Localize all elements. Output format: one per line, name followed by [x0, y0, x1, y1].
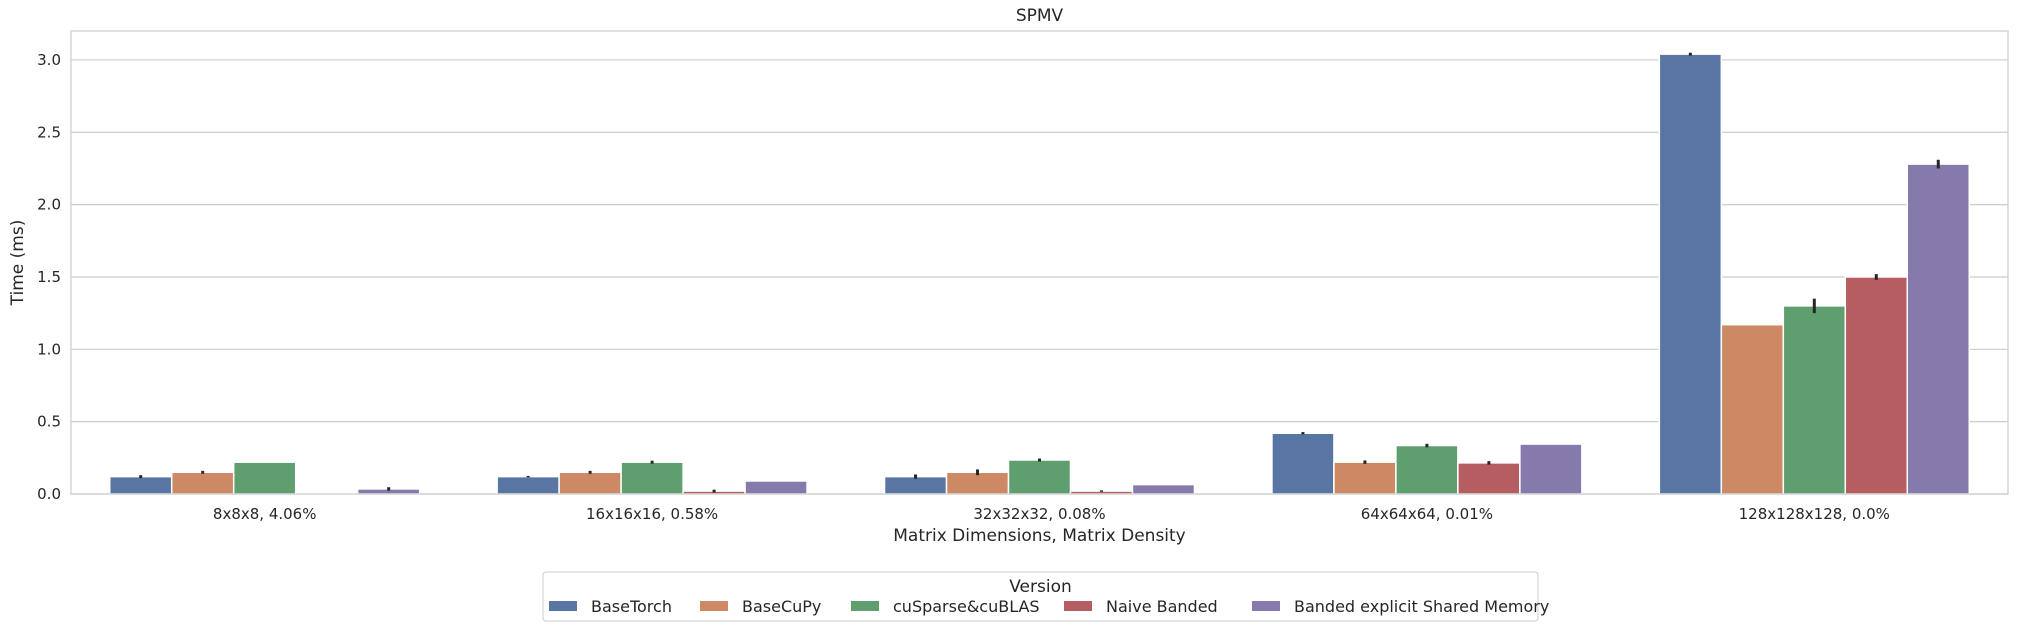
legend-swatch: [851, 601, 879, 611]
legend-items: BaseTorch BaseCuPy cuSparse&cuBLAS Naive Ba…: [549, 597, 1549, 616]
x-tick-label: 8x8x8, 4.06%: [213, 505, 317, 523]
bar: [620, 461, 684, 495]
bar: [496, 475, 560, 495]
y-axis-label: Time (ms): [8, 220, 28, 307]
y-tick-label: 3.0: [37, 51, 61, 69]
bar: [1271, 432, 1335, 495]
chart-title: SPMV: [1016, 6, 1064, 26]
x-axis-label: Matrix Dimensions, Matrix Density: [893, 526, 1186, 546]
bar: [1782, 305, 1847, 495]
bar: [232, 461, 297, 495]
legend-label: cuSparse&cuBLAS: [893, 597, 1040, 616]
x-tick-label: 64x64x64, 0.01%: [1361, 505, 1493, 523]
bar: [170, 471, 235, 495]
bar: [1457, 462, 1521, 495]
x-tick-label: 128x128x128, 0.0%: [1739, 505, 1890, 523]
bar: [108, 475, 173, 495]
legend-label: BaseCuPy: [742, 597, 821, 616]
plot-frame: [70, 30, 2009, 495]
legend-label: Banded explicit Shared Memory: [1294, 597, 1549, 616]
x-tick-labels: 8x8x8, 4.06% 16x16x16, 0.58% 32x32x32, 0.0…: [213, 505, 1890, 523]
bar: [1333, 461, 1397, 495]
legend-swatch: [1064, 601, 1092, 611]
bar: [1720, 323, 1785, 495]
legend-label: Naive Banded: [1106, 597, 1218, 616]
bar: [558, 471, 622, 495]
y-tick-labels: 0.0 0.5 1.0 1.5 2.0 2.5 3.0: [37, 51, 61, 503]
legend-title: Version: [1009, 577, 1072, 597]
error-bars: [139, 52, 1940, 493]
bar: [1658, 53, 1723, 495]
y-tick-label: 0.5: [37, 413, 61, 431]
legend-label: BaseTorch: [591, 597, 672, 616]
x-tick-label: 32x32x32, 0.08%: [973, 505, 1105, 523]
gridlines: [71, 59, 2008, 495]
bar: [1844, 276, 1909, 495]
y-tick-label: 2.0: [37, 196, 61, 214]
bar: [945, 471, 1010, 495]
bar: [1131, 483, 1196, 495]
bars: [108, 53, 1971, 495]
legend-swatch: [700, 601, 728, 611]
bar: [1519, 443, 1583, 495]
bar: [1007, 459, 1072, 495]
bar: [1395, 444, 1459, 495]
x-tick-label: 16x16x16, 0.58%: [586, 505, 718, 523]
bar: [744, 480, 808, 495]
y-tick-label: 0.0: [37, 485, 61, 503]
legend: Version BaseTorch BaseCuPy cuSparse&cuBLAS…: [542, 571, 1549, 622]
legend-swatch: [1252, 601, 1280, 611]
y-tick-label: 1.0: [37, 340, 61, 358]
y-tick-label: 1.5: [37, 268, 61, 286]
y-tick-label: 2.5: [37, 123, 61, 141]
legend-swatch: [549, 601, 577, 611]
bar: [883, 475, 948, 495]
bar: [1906, 163, 1971, 495]
legend-box: [542, 571, 1539, 622]
